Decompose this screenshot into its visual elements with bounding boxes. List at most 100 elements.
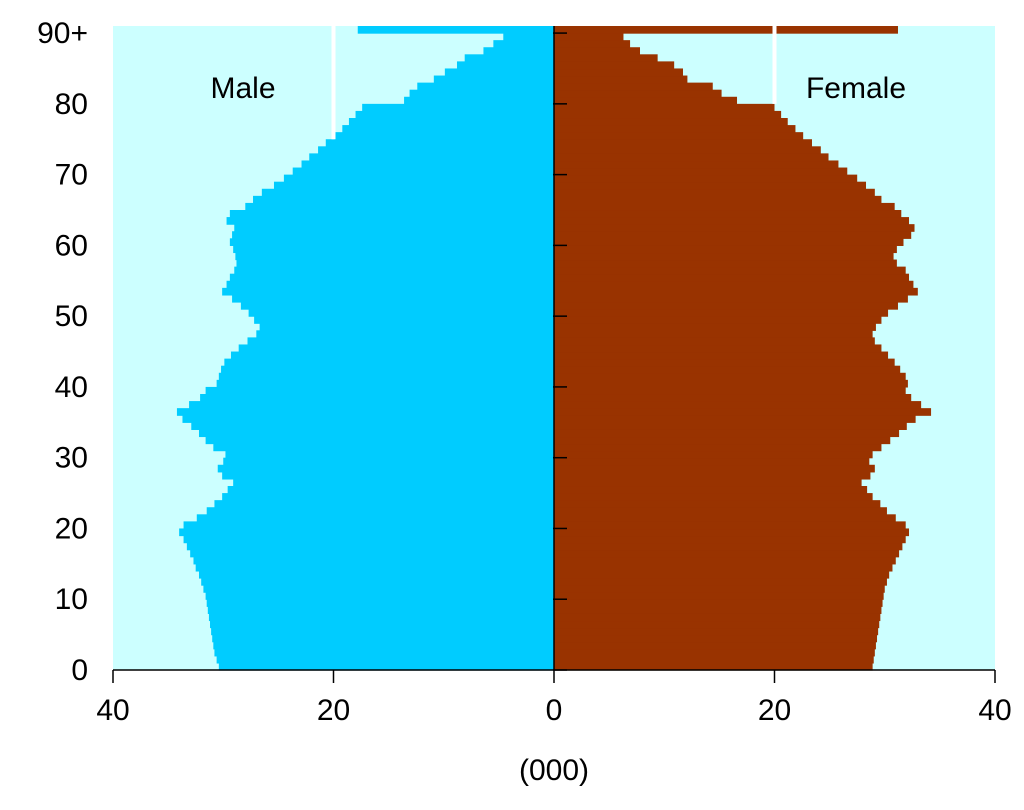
x-tick-label: 40 [978,694,1011,727]
male-bar-age-20 [183,521,554,530]
male-bar-age-10 [205,592,555,600]
male-bar-age-65 [245,202,555,211]
male-bar-age-74 [325,139,554,147]
female-bar-age-2 [554,648,875,657]
female-bar-age-27 [554,471,871,480]
male-bar-age-56 [234,266,554,275]
male-bar-age-57 [236,259,555,268]
male-bar-age-58 [235,252,554,261]
male-bar-age-61 [232,231,554,239]
female-series-label: Female [806,72,906,105]
male-bar-age-46 [247,337,554,346]
female-bar-age-86 [554,54,658,62]
female-bar-age-70 [554,167,848,176]
female-bar-age-34 [554,422,907,430]
female-bar-age-38 [554,394,912,402]
y-tick-label: 60 [55,229,88,262]
female-bar-age-15 [554,556,896,565]
male-bar-age-21 [196,514,555,522]
male-bar-age-72 [309,153,554,162]
y-tick-label: 90+ [37,17,88,50]
male-bar-age-37 [189,401,554,409]
male-bar-age-45 [238,344,554,353]
female-bar-age-73 [554,146,821,154]
female-bar-age-74 [554,139,812,147]
female-bar-age-3 [554,641,876,650]
y-tick-label: 20 [55,512,88,545]
male-bar-age-80 [404,96,554,105]
female-bar-age-40 [554,379,908,388]
female-bar-age-48 [554,323,876,331]
male-bar-age-5 [211,627,554,636]
female-bar-age-30 [554,450,873,459]
female-bar-age-88 [554,40,631,48]
female-bar-age-62 [554,224,915,232]
x-tick-label: 40 [96,694,129,727]
female-bar-age-68 [554,181,867,190]
x-tick-label: 0 [546,694,563,727]
female-bar-age-45 [554,344,882,353]
female-bar-age-82 [554,82,713,91]
female-bar-age-11 [554,585,885,593]
male-bar-age-88 [493,40,554,48]
female-bar-age-57 [554,259,897,268]
female-bar-age-84 [554,68,683,77]
male-bar-age-12 [201,578,554,586]
y-axis-ticks: 0 10 20 30 40 50 60 70 80 90+ [37,17,567,687]
female-bar-age-60 [554,238,904,246]
male-bar-age-41 [218,372,554,381]
female-bar-age-37 [554,401,922,409]
y-tick-label: 50 [55,300,88,333]
male-bar-age-15 [193,556,555,565]
male-bar-age-28 [217,464,555,473]
male-bar-age-68 [273,181,554,190]
male-bar-age-59 [233,245,555,254]
male-bar-age-27 [222,471,554,480]
female-bar-age-19 [554,528,910,537]
female-bar-age-41 [554,372,906,381]
y-tick-label: 30 [55,442,88,475]
male-bar-age-44 [230,351,554,360]
male-bar-age-2 [214,648,554,657]
female-bar-age-25 [554,486,868,494]
male-bar-age-79 [362,103,554,112]
female-bar-age-76 [554,125,796,133]
female-bar-age-87 [554,47,640,55]
female-bar-age-10 [554,592,884,600]
male-bar-age-48 [259,323,554,331]
female-bar-age-35 [554,415,916,423]
female-bar-age-43 [554,358,895,367]
female-bar-age-42 [554,365,901,374]
female-bar-age-67 [554,188,875,197]
female-bar-age-17 [554,542,903,551]
male-bar-age-78 [355,110,554,119]
male-bar-age-1 [216,655,554,664]
male-series-label: Male [210,72,275,105]
male-bar-age-62 [234,224,554,232]
male-bar-age-64 [229,210,554,218]
female-bar-age-71 [554,160,839,169]
male-bars [176,26,555,671]
female-bar-age-32 [554,436,891,445]
y-tick-label: 70 [55,159,88,192]
male-bar-age-19 [179,528,554,537]
male-bar-age-39 [205,386,555,395]
x-axis-label: (000) [519,754,589,787]
male-bar-age-52 [232,294,554,303]
female-bar-age-46 [554,337,875,346]
female-bar-age-85 [554,61,675,70]
female-bar-age-21 [554,514,896,522]
male-bar-age-38 [200,394,554,402]
male-bar-age-6 [210,620,554,629]
female-bar-age-69 [554,174,858,183]
male-bar-age-54 [226,280,554,289]
female-bar-age-23 [554,500,881,508]
female-bar-age-6 [554,620,880,629]
male-bar-age-35 [182,415,554,423]
female-bar-age-8 [554,606,882,614]
female-bar-age-9 [554,599,883,607]
male-bar-age-18 [183,535,554,544]
male-bar-age-24 [222,493,554,501]
female-bar-age-66 [554,195,882,204]
